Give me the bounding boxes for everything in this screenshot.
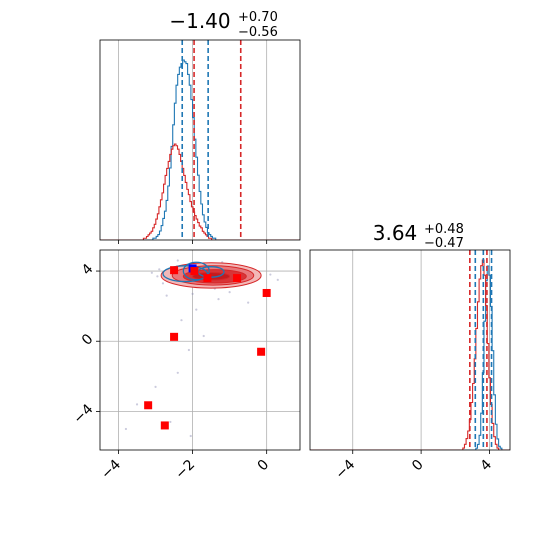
faint-point <box>228 291 231 294</box>
bl-ticks: −4 −2 0 −4 0 4 <box>71 261 273 483</box>
faint-point <box>276 278 279 281</box>
marker-5 <box>262 288 271 297</box>
faint-point <box>169 420 172 424</box>
faint-point <box>247 301 250 304</box>
faint-point <box>191 292 194 295</box>
faint-point <box>195 308 198 311</box>
marker-8 <box>144 401 153 410</box>
tl-title-sub: −0.56 <box>238 25 278 40</box>
bl-markers <box>144 264 271 430</box>
marker-3 <box>203 274 212 283</box>
faint-point <box>161 282 165 285</box>
faint-point <box>217 298 220 301</box>
x-tick-label-0: −4 <box>98 457 124 483</box>
faint-point <box>187 348 190 352</box>
faint-point <box>176 371 179 374</box>
bl-frame <box>99 249 301 451</box>
faint-point <box>269 273 272 276</box>
tl-quantile-lines <box>181 40 242 240</box>
faint-point <box>176 259 179 262</box>
faint-point <box>180 319 183 322</box>
br-quantile-lines <box>469 250 493 450</box>
tl-title-sup: +0.70 <box>238 10 278 25</box>
faint-point <box>165 294 168 297</box>
tl-ticks <box>118 240 268 244</box>
marker-2 <box>190 267 199 276</box>
tl-title: −1.40 <box>169 9 230 33</box>
faint-point <box>189 434 192 438</box>
y-tick-label-1: 0 <box>79 331 97 349</box>
tl-histograms <box>100 59 300 240</box>
tl-frame <box>99 39 301 241</box>
faint-point <box>158 268 161 271</box>
histogram-series-1 <box>100 143 300 240</box>
x-tick-label-1: 0 <box>409 457 427 475</box>
br-title: 3.64 <box>373 221 418 245</box>
br-title-sup: +0.48 <box>424 222 464 237</box>
histogram-series-0 <box>310 265 510 450</box>
faint-point <box>154 385 157 388</box>
marker-9 <box>160 421 169 430</box>
histogram-series-0 <box>100 59 300 240</box>
y-tick-label-2: 4 <box>79 261 97 279</box>
panel-bottom-right: −4 0 4 3.64 +0.48 −0.47 <box>309 221 511 483</box>
faint-point <box>150 271 153 274</box>
blue-contour-1 <box>162 265 209 283</box>
br-grid <box>352 250 490 450</box>
marker-6 <box>170 332 179 341</box>
x-tick-label-2: 4 <box>478 457 496 475</box>
faint-point <box>135 403 139 406</box>
x-tick-label-1: −2 <box>172 457 198 483</box>
y-tick-label-0: −4 <box>71 401 97 427</box>
marker-7 <box>257 347 266 356</box>
br-frame <box>309 249 511 451</box>
br-ticks: −4 0 4 <box>332 450 495 483</box>
panel-bottom-left: −4 −2 0 −4 0 4 <box>71 249 301 483</box>
marker-1 <box>170 266 179 275</box>
faint-point <box>156 275 159 278</box>
panel-top-left: −1.40 +0.70 −0.56 <box>99 9 301 244</box>
marker-4 <box>233 274 242 283</box>
faint-point <box>124 427 128 431</box>
faint-point <box>202 334 205 338</box>
br-title-sub: −0.47 <box>424 236 464 251</box>
x-tick-label-0: −4 <box>332 457 358 483</box>
x-tick-label-2: 0 <box>255 457 273 475</box>
br-histograms <box>310 259 510 450</box>
blue-contour-0 <box>182 261 210 281</box>
histogram-series-1 <box>310 259 510 450</box>
